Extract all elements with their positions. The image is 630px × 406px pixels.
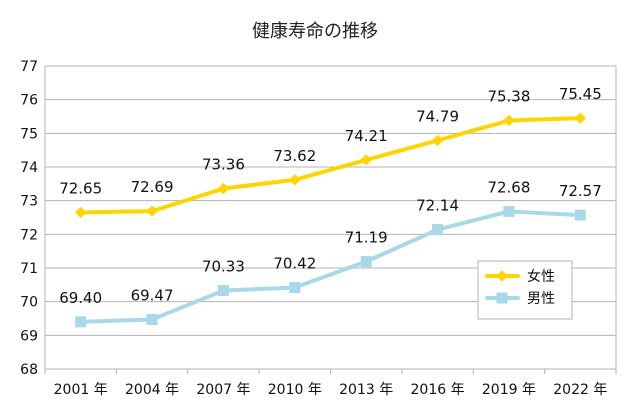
- data-point-1-5: [432, 224, 444, 236]
- data-point-1-3: [289, 282, 301, 294]
- data-point-1-2: [217, 285, 229, 297]
- legend-box: [477, 260, 573, 320]
- data-point-1-0: [75, 316, 87, 328]
- data-point-1-7: [574, 209, 586, 221]
- legend-label-1: 男性: [527, 291, 555, 307]
- x-tick-label: 2013 年: [339, 382, 393, 398]
- legend-marker-1: [496, 292, 508, 304]
- data-point-1-1: [146, 314, 158, 326]
- legend-label-0: 女性: [527, 268, 555, 285]
- data-label-0-4: 74.21: [345, 127, 388, 145]
- plot-border: [44, 65, 617, 370]
- data-point-0-2: [217, 182, 230, 195]
- y-tick-label: 73: [20, 194, 38, 210]
- data-label-1-3: 70.42: [273, 255, 316, 273]
- data-label-1-4: 71.19: [345, 229, 388, 247]
- y-tick-label: 77: [20, 59, 38, 75]
- data-label-0-1: 72.69: [131, 178, 174, 196]
- data-point-1-4: [360, 256, 372, 268]
- data-point-0-4: [360, 154, 372, 166]
- y-tick-label: 76: [20, 93, 38, 109]
- y-tick-label: 69: [20, 328, 38, 344]
- series-line-1: [78, 209, 583, 324]
- chart-title: 健康寿命の推移: [252, 21, 378, 42]
- data-label-1-2: 70.33: [202, 258, 245, 276]
- data-point-0-0: [74, 206, 87, 219]
- series-line-0: [78, 116, 583, 215]
- x-tick-label: 2004 年: [125, 382, 179, 398]
- data-point-1-6: [503, 205, 515, 217]
- x-tick-label: 2016 年: [411, 382, 465, 398]
- data-point-0-3: [289, 174, 301, 186]
- data-label-0-5: 74.79: [416, 107, 459, 125]
- data-label-0-2: 73.36: [202, 156, 245, 174]
- y-tick-label: 75: [20, 126, 38, 142]
- data-label-0-7: 75.45: [559, 85, 602, 103]
- data-label-1-6: 72.68: [487, 178, 530, 196]
- data-point-0-6: [503, 114, 515, 127]
- x-tick-label: 2010 年: [268, 382, 322, 398]
- x-tick-label: 2001 年: [54, 382, 108, 398]
- y-tick-label: 71: [20, 261, 38, 277]
- data-label-1-1: 69.47: [131, 287, 174, 305]
- x-tick-label: 2022 年: [553, 382, 607, 398]
- data-label-0-3: 73.62: [273, 147, 316, 165]
- y-tick-label: 72: [20, 227, 38, 243]
- data-point-0-1: [146, 205, 158, 217]
- data-label-1-0: 69.40: [59, 289, 102, 307]
- x-tick-label: 2019 年: [482, 382, 536, 398]
- y-tick-label: 74: [20, 160, 38, 176]
- data-label-0-6: 75.38: [487, 88, 530, 106]
- data-point-0-7: [574, 112, 587, 124]
- data-label-1-7: 72.57: [559, 182, 602, 200]
- legend-marker-0: [496, 270, 508, 282]
- plot-area: 68 69 70 71 72 73 74 75 76 77 2001 年 2004 年 2007 年 20…: [20, 59, 617, 398]
- data-label-0-0: 72.65: [59, 179, 102, 197]
- data-point-0-5: [431, 134, 444, 147]
- y-tick-label: 70: [20, 295, 38, 311]
- y-tick-label: 68: [20, 362, 38, 378]
- data-label-1-5: 72.14: [416, 197, 459, 215]
- x-tick-label: 2007 年: [196, 382, 250, 398]
